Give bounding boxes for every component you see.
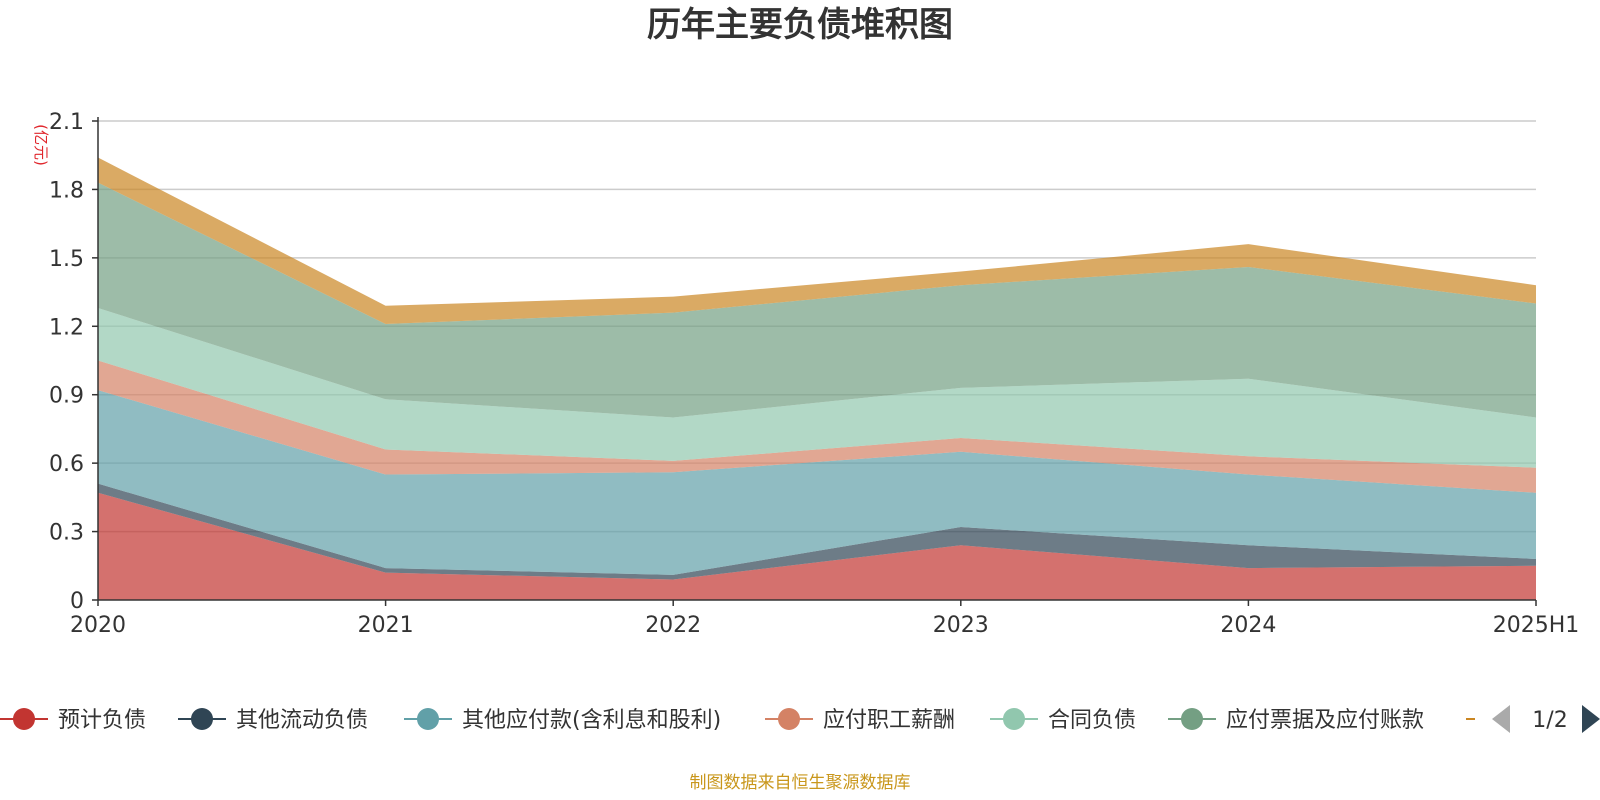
- y-tick-label: 1.5: [49, 247, 84, 272]
- area-series-5: [98, 308, 1536, 468]
- legend-next-icon[interactable]: [1582, 705, 1600, 733]
- legend-page-indicator: 1/2: [1532, 708, 1567, 733]
- y-tick-label: 0: [70, 589, 84, 614]
- legend-label: 预计负债: [58, 708, 146, 733]
- x-tick-label: 2022: [645, 613, 701, 638]
- area-series-7: [98, 157, 1536, 325]
- legend-prev-icon[interactable]: [1492, 705, 1510, 733]
- legend-pager: 1/2: [1492, 705, 1600, 733]
- legend-marker: [417, 708, 439, 730]
- legend-marker: [778, 708, 800, 730]
- x-tick-label: 2024: [1220, 613, 1276, 638]
- legend-marker: [191, 708, 213, 730]
- legend-item-3[interactable]: 其他应付款(含利息和股利): [404, 708, 721, 733]
- x-tick-label: 2021: [358, 613, 414, 638]
- area-series-4: [98, 360, 1536, 493]
- legend-label: 应付职工薪酬: [823, 708, 955, 733]
- area-series-6: [98, 182, 1536, 418]
- area-series-2: [98, 483, 1536, 580]
- x-tick-label: 2023: [933, 613, 989, 638]
- y-tick-label: 0.3: [49, 521, 84, 546]
- legend-label: 其他流动负债: [236, 708, 368, 733]
- legend: 预计负债 其他流动负债 其他应付款(含利息和股利) 应付职工薪酬 合同负债 应付票据及应付…: [0, 708, 1514, 733]
- legend-marker: [1003, 708, 1025, 730]
- legend-marker: [13, 708, 35, 730]
- legend-item-1[interactable]: 预计负债: [0, 708, 146, 733]
- area-series-3: [98, 390, 1536, 575]
- area-series: [98, 157, 1536, 600]
- y-axis-unit: (亿元): [32, 124, 50, 166]
- area-series-1: [98, 492, 1536, 600]
- legend-item-2[interactable]: 其他流动负债: [178, 708, 368, 733]
- y-tick-label: 0.9: [49, 384, 84, 409]
- y-tick-label: 1.2: [49, 315, 84, 340]
- chart-title: 历年主要负债堆积图: [647, 5, 953, 45]
- x-tick-label: 2020: [70, 613, 126, 638]
- legend-item-5[interactable]: 合同负债: [990, 708, 1136, 733]
- legend-label: 合同负债: [1048, 708, 1136, 733]
- y-tick-label: 1.8: [49, 178, 84, 203]
- axes: 0 0.3 0.6 0.9 1.2 1.5 1.8 2.1 2020 2021 2022 2023 20…: [49, 110, 1579, 638]
- legend-label: 其他应付款(含利息和股利): [462, 708, 721, 733]
- y-tick-label: 0.6: [49, 452, 84, 477]
- legend-marker: [1181, 708, 1203, 730]
- legend-item-4[interactable]: 应付职工薪酬: [765, 708, 955, 733]
- legend-item-7[interactable]: [1466, 708, 1514, 730]
- y-tick-label: 2.1: [49, 110, 84, 135]
- data-source-note: 制图数据来自恒生聚源数据库: [690, 773, 911, 793]
- legend-item-6[interactable]: 应付票据及应付账款: [1168, 708, 1424, 733]
- x-tick-label: 2025H1: [1493, 613, 1580, 638]
- legend-items: 预计负债 其他流动负债 其他应付款(含利息和股利) 应付职工薪酬 合同负债 应付票据及应付…: [0, 708, 1514, 733]
- legend-label: 应付票据及应付账款: [1226, 708, 1424, 733]
